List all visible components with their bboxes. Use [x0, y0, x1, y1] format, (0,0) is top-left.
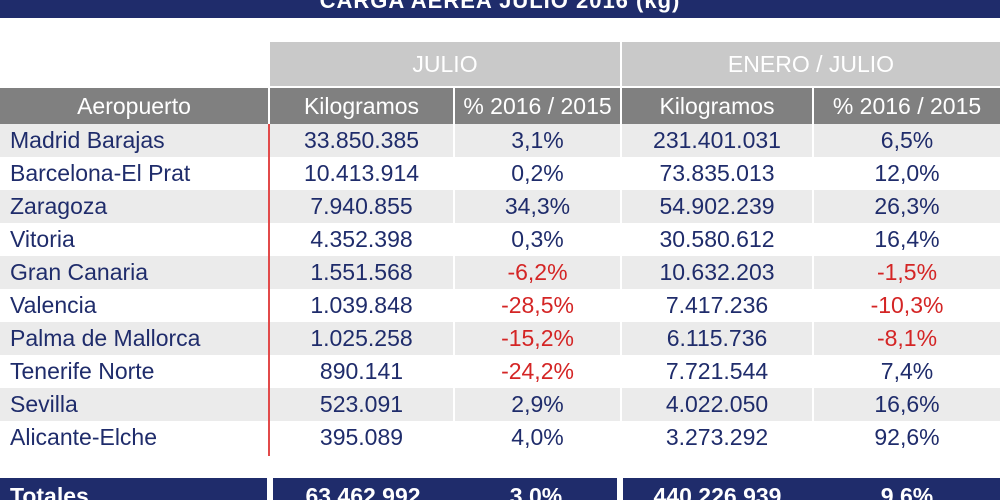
pct-acum: 92,6%	[874, 424, 940, 450]
kg-julio: 1.039.848	[310, 292, 413, 318]
pct-acum: 7,4%	[880, 358, 934, 384]
header-divider	[812, 88, 814, 124]
pct-acum: -10,3%	[870, 292, 944, 318]
kg-julio: 33.850.385	[303, 127, 420, 153]
kg-acum: 73.835.013	[659, 160, 775, 186]
pct-acum: 6,5%	[880, 127, 934, 153]
header-aeropuerto: Aeropuerto	[77, 93, 191, 119]
table-title: CARGA AÉREA JULIO 2016 (kg)	[319, 0, 681, 13]
totals-row: Totales 63.462.992 3,0% 440.226.939 9,6%	[0, 478, 1000, 500]
kg-acum: 10.632.203	[659, 259, 775, 285]
airport-name: Gran Canaria	[10, 259, 149, 285]
table-row: Tenerife Norte 890.141 -24,2% 7.721.544 …	[0, 355, 1000, 388]
table-row: Palma de Mallorca 1.025.258 -15,2% 6.115…	[0, 322, 1000, 355]
pct-acum: 26,3%	[874, 193, 940, 219]
table-row: Madrid Barajas 33.850.385 3,1% 231.401.0…	[0, 124, 1000, 157]
totals-kg-julio: 63.462.992	[305, 483, 421, 500]
airport-name: Palma de Mallorca	[10, 325, 201, 351]
column-header-row: Aeropuerto Kilogramos % 2016 / 2015 Kilo…	[0, 88, 1000, 124]
kg-julio: 7.940.855	[310, 193, 413, 219]
group-header-julio: JULIO	[270, 42, 620, 86]
pct-julio: 3,1%	[511, 127, 564, 153]
airport-name: Vitoria	[10, 226, 75, 252]
pct-julio: -15,2%	[501, 325, 574, 351]
pct-julio: 0,2%	[511, 160, 564, 186]
header-pct-acum: % 2016 / 2015	[832, 93, 982, 119]
header-divider	[453, 88, 455, 124]
pct-julio: 0,3%	[511, 226, 564, 252]
table-title-bar: CARGA AÉREA JULIO 2016 (kg)	[0, 0, 1000, 18]
table-row: Valencia 1.039.848 -28,5% 7.417.236 -10,…	[0, 289, 1000, 322]
header-kg-julio: Kilogramos	[303, 93, 420, 119]
pct-acum: 16,6%	[874, 391, 940, 417]
pct-julio: 4,0%	[511, 424, 564, 450]
kg-julio: 1.551.568	[310, 259, 413, 285]
kg-acum: 6.115.736	[666, 325, 768, 351]
kg-acum: 231.401.031	[653, 127, 781, 153]
airport-name: Zaragoza	[10, 193, 108, 219]
pct-julio: 2,9%	[511, 391, 564, 417]
accent-divider-line	[268, 124, 270, 456]
airport-name: Tenerife Norte	[10, 358, 155, 384]
group-header-enero-julio: ENERO / JULIO	[622, 42, 1000, 86]
kg-julio: 890.141	[319, 358, 404, 384]
pct-acum: 12,0%	[874, 160, 940, 186]
table-row: Barcelona-El Prat 10.413.914 0,2% 73.835…	[0, 157, 1000, 190]
pct-acum: 16,4%	[874, 226, 940, 252]
pct-acum: -8,1%	[876, 325, 938, 351]
kg-julio: 1.025.258	[310, 325, 413, 351]
kg-acum: 30.580.612	[659, 226, 775, 252]
table-row: Vitoria 4.352.398 0,3% 30.580.612 16,4%	[0, 223, 1000, 256]
table-row: Alicante-Elche 395.089 4,0% 3.273.292 92…	[0, 421, 1000, 454]
kg-acum: 3.273.292	[665, 424, 769, 450]
pct-acum: -1,5%	[876, 259, 938, 285]
pct-julio: -24,2%	[501, 358, 574, 384]
totals-kg-acum: 440.226.939	[653, 483, 782, 500]
totals-pct-acum: 9,6%	[880, 483, 934, 500]
airport-name: Barcelona-El Prat	[10, 160, 191, 186]
kg-acum: 4.022.050	[665, 391, 769, 417]
kg-acum: 54.902.239	[659, 193, 775, 219]
header-divider	[620, 88, 622, 124]
kg-julio: 4.352.398	[310, 226, 413, 252]
airport-name: Valencia	[10, 292, 97, 318]
table-row: Zaragoza 7.940.855 34,3% 54.902.239 26,3…	[0, 190, 1000, 223]
airport-name: Sevilla	[10, 391, 78, 417]
table-row: Gran Canaria 1.551.568 -6,2% 10.632.203 …	[0, 256, 1000, 289]
pct-julio: -28,5%	[501, 292, 574, 318]
airport-name: Alicante-Elche	[10, 424, 158, 450]
kg-julio: 395.089	[319, 424, 404, 450]
table-row: Sevilla 523.091 2,9% 4.022.050 16,6%	[0, 388, 1000, 421]
header-divider	[268, 88, 270, 124]
totals-label: Totales	[10, 483, 89, 500]
kg-julio: 10.413.914	[303, 160, 420, 186]
kg-acum: 7.721.544	[665, 358, 769, 384]
pct-julio: 34,3%	[504, 193, 571, 219]
kg-julio: 523.091	[319, 391, 404, 417]
kg-acum: 7.417.236	[665, 292, 769, 318]
airport-name: Madrid Barajas	[10, 127, 165, 153]
header-kg-acum: Kilogramos	[659, 93, 775, 119]
header-pct-julio: % 2016 / 2015	[463, 93, 612, 119]
totals-pct-julio: 3,0%	[509, 483, 563, 500]
pct-julio: -6,2%	[507, 259, 568, 285]
